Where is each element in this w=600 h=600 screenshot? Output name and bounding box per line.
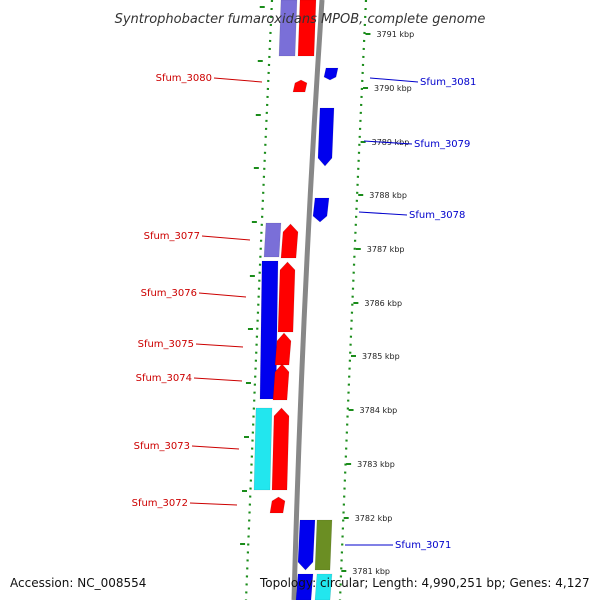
- topology-text: Topology: circular; Length: 4,990,251 bp…: [259, 576, 590, 590]
- gene-sfum-3081: [324, 68, 338, 80]
- kbp-tick-label: 3791 kbp: [376, 30, 414, 39]
- kbp-tick-label: 3783 kbp: [357, 460, 395, 469]
- gene-label-left: Sfum_3075: [138, 339, 194, 350]
- kbp-tick-label: 3781 kbp: [352, 567, 390, 576]
- gene-sfum-3079: [318, 108, 334, 166]
- kbp-tick-label: 3784 kbp: [360, 406, 398, 415]
- kbp-tick-label: 3782 kbp: [355, 514, 393, 523]
- kbp-tick-label: 3786 kbp: [364, 299, 402, 308]
- gene-label-left: Sfum_3077: [144, 231, 200, 242]
- left-label-leader: [192, 446, 239, 449]
- gene-label-left: Sfum_3074: [136, 373, 192, 384]
- gene-sfum-3073-b: [272, 408, 289, 490]
- gene-sfum-3071-b: [315, 520, 332, 570]
- gene-sfum-3078: [313, 198, 329, 222]
- gene-sfum-3077-b: [281, 224, 298, 258]
- kbp-tick-label: 3788 kbp: [369, 191, 407, 200]
- gene-label-right: Sfum_3071: [395, 540, 451, 551]
- gene-sfum-3076-b: [278, 262, 295, 332]
- kbp-tick-label: 3787 kbp: [367, 245, 405, 254]
- genome-map: 3791 kbp3790 kbp3789 kbp3788 kbp3787 kbp…: [0, 0, 600, 600]
- gene-sfum-3073-a: [254, 408, 272, 490]
- right-label-leader: [359, 212, 407, 215]
- gene-label-left: Sfum_3072: [132, 498, 188, 509]
- page-title: Syntrophobacter fumaroxidans MPOB, compl…: [115, 12, 486, 27]
- gene-sfum-3077-a: [264, 223, 281, 257]
- gene-label-right: Sfum_3079: [414, 139, 470, 150]
- gene-label-left: Sfum_3076: [141, 288, 197, 299]
- accession-text: Accession: NC_008554: [10, 576, 146, 590]
- gene-label-left: Sfum_3080: [156, 73, 212, 84]
- gene-top-light-blue: [279, 0, 297, 56]
- left-label-leader: [196, 344, 243, 347]
- gene-sfum-3075: [275, 333, 291, 365]
- kbp-tick-label: 3790 kbp: [374, 84, 412, 93]
- gene-label-left: Sfum_3073: [134, 441, 190, 452]
- gene-label-right: Sfum_3081: [420, 77, 476, 88]
- left-label-leader: [199, 293, 246, 297]
- right-label-leader: [370, 78, 418, 82]
- left-label-leader: [190, 503, 237, 505]
- left-label-leader: [202, 236, 250, 240]
- right-ruler-line: [340, 0, 366, 600]
- left-label-leader: [214, 78, 262, 82]
- gene-top-red: [298, 0, 316, 56]
- gene-label-right: Sfum_3078: [409, 210, 465, 221]
- kbp-tick-label: 3785 kbp: [362, 352, 400, 361]
- gene-sfum-3071-a: [298, 520, 315, 570]
- gene-sfum-3072: [270, 497, 285, 513]
- left-label-leader: [194, 378, 242, 381]
- gene-sfum-3080: [293, 80, 307, 92]
